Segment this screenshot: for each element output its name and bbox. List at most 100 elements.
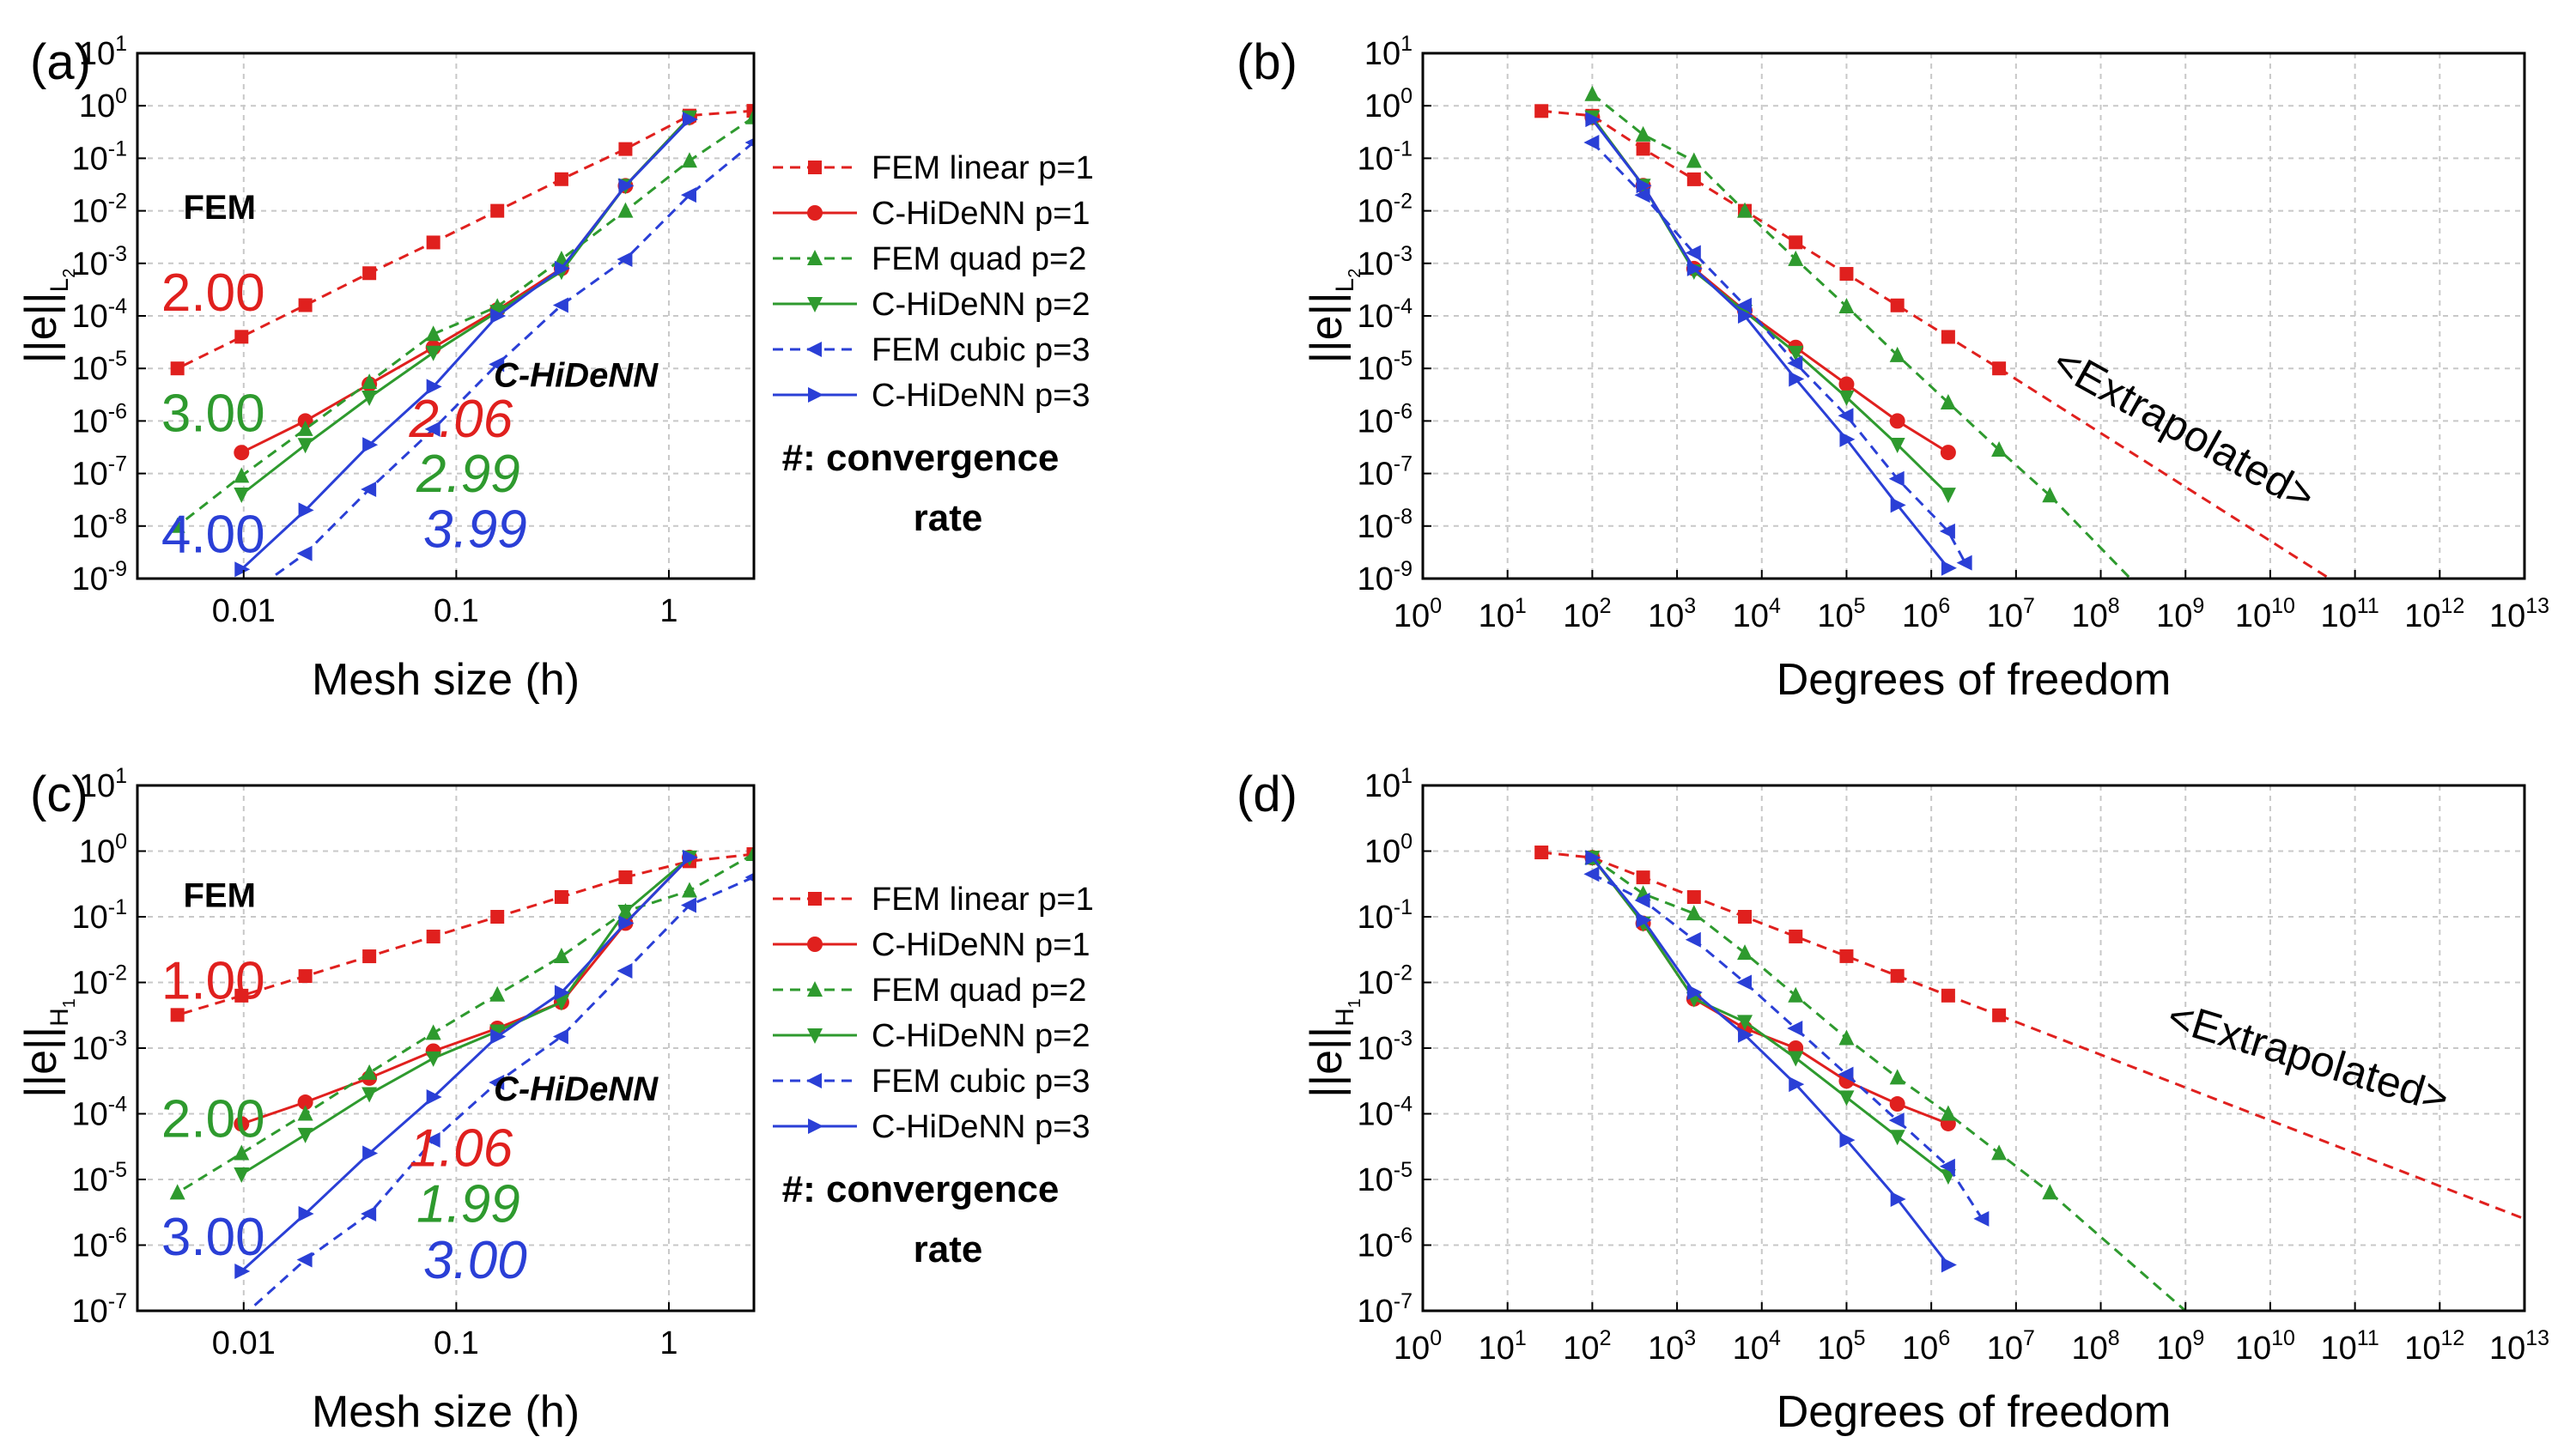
data-point <box>744 872 754 882</box>
data-point <box>1890 298 1905 312</box>
y-tick-label: 10-4 <box>71 294 127 335</box>
data-point <box>1941 560 1957 576</box>
data-point <box>1940 393 1956 409</box>
x-axis-label: Degrees of freedom <box>1777 655 2172 705</box>
data-point <box>618 178 635 194</box>
y-tick-label: 10-2 <box>71 190 127 230</box>
y-tick-label: 10-1 <box>1357 136 1413 177</box>
series-line <box>1541 851 2000 1017</box>
data-point <box>1838 297 1855 313</box>
y-tick-label: 10-1 <box>71 895 127 936</box>
chart-panel-a: 10-9 10-8 10-7 10-6 10-5 10-4 10-3 10-2 10-1 100 1… <box>16 32 756 705</box>
y-axis-label: ||e||L2 <box>16 269 79 364</box>
data-point <box>1738 308 1754 324</box>
data-point <box>489 1075 505 1091</box>
data-point <box>554 260 570 276</box>
data-point <box>1738 910 1753 924</box>
data-point <box>426 379 442 395</box>
x-tick-label: 100 <box>1394 1326 1442 1367</box>
data-point <box>617 251 633 267</box>
series-line <box>176 852 754 1194</box>
data-point <box>1534 846 1549 860</box>
data-point <box>426 235 440 250</box>
data-point <box>1839 1132 1856 1149</box>
annotation: 2.00 <box>161 264 265 323</box>
series-line <box>1591 118 1950 569</box>
annotation: 2.99 <box>416 445 520 504</box>
series-line <box>1541 109 2000 370</box>
data-point <box>234 330 249 344</box>
annotation: 1.06 <box>409 1119 513 1179</box>
y-tick-label: 10-7 <box>71 1289 127 1330</box>
y-tick-label: 10-7 <box>1357 1289 1413 1330</box>
legend-bottom-note: #: convergence <box>782 1168 1060 1210</box>
y-axis-label: ||e||L2 <box>1302 269 1364 364</box>
data-point <box>234 467 250 483</box>
y-tick-label: 10-3 <box>71 242 127 282</box>
data-point <box>1991 1144 2008 1161</box>
x-tick-label: 103 <box>1648 1326 1696 1367</box>
y-tick-label: 101 <box>1364 764 1413 804</box>
extrapolation-line <box>2049 494 2132 579</box>
data-point <box>490 308 507 324</box>
data-point <box>1686 260 1703 276</box>
x-tick-label: 107 <box>1987 1326 2035 1367</box>
data-point <box>1686 152 1702 168</box>
series-line <box>1591 872 1984 1220</box>
x-tick-label: 1 <box>659 593 677 629</box>
y-tick-label: 10-4 <box>1357 1093 1413 1133</box>
data-point <box>298 298 313 312</box>
y-tick-label: 10-6 <box>71 399 127 440</box>
panel-label: (a) <box>30 34 91 90</box>
series-line <box>1591 93 2051 497</box>
y-tick-label: 10-3 <box>1357 242 1413 282</box>
legend-top-item: FEM cubic p=3 <box>872 332 1091 368</box>
series-line <box>240 856 691 1273</box>
x-tick-label: 109 <box>2156 1326 2204 1367</box>
data-point <box>2042 1184 2058 1200</box>
y-tick-label: 100 <box>79 84 127 124</box>
series-line <box>240 856 690 1176</box>
data-point <box>1941 1257 1957 1273</box>
data-point <box>170 361 185 376</box>
data-point <box>554 985 570 1001</box>
annotation: 1.00 <box>161 952 265 1011</box>
data-point <box>1636 178 1652 194</box>
data-point <box>618 870 633 884</box>
data-point <box>1736 297 1753 313</box>
data-point <box>1888 470 1905 487</box>
x-tick-label: 1013 <box>2489 594 2549 634</box>
x-tick-label: 1011 <box>2320 594 2379 634</box>
x-tick-label: 1 <box>659 1325 677 1361</box>
data-point <box>362 266 377 281</box>
data-point <box>1890 1191 1906 1207</box>
data-point <box>1788 986 1804 1003</box>
x-tick-label: 0.1 <box>434 1325 479 1361</box>
data-point <box>1787 355 1803 372</box>
y-axis-label: ||e||H1 <box>16 998 79 1098</box>
series-group <box>169 104 754 579</box>
data-point <box>1940 1105 1956 1121</box>
legend-bottom-item: FEM cubic p=3 <box>872 1064 1091 1100</box>
data-point <box>554 172 568 186</box>
legend-top-item: FEM linear p=1 <box>872 150 1094 186</box>
legend-bottom: FEM linear p=1 C-HiDeNN p=1 FEM quad p=2… <box>773 882 1094 1270</box>
data-point <box>426 930 440 944</box>
data-point <box>746 104 754 118</box>
data-point <box>680 897 696 913</box>
y-tick-label: 10-8 <box>71 505 127 545</box>
y-tick-label: 10-5 <box>1357 1158 1413 1198</box>
data-point <box>489 356 505 373</box>
y-tick-label: 10-7 <box>1357 452 1413 493</box>
y-tick-label: 10-9 <box>71 557 127 597</box>
chart-panel-d: 10-7 10-6 10-5 10-4 10-3 10-2 10-1 100 101 100 101… <box>1236 764 2549 1437</box>
x-tick-label: 103 <box>1648 594 1696 634</box>
x-tick-label: 104 <box>1733 1326 1781 1367</box>
legend-bottom-item: C-HiDeNN p=3 <box>872 1109 1090 1145</box>
data-point <box>298 1206 314 1222</box>
legend-top: FEM linear p=1 C-HiDeNN p=1 FEM quad p=2… <box>773 150 1094 539</box>
data-point <box>1788 345 1804 361</box>
y-tick-label: 101 <box>1364 32 1413 72</box>
data-point <box>1889 1130 1905 1146</box>
